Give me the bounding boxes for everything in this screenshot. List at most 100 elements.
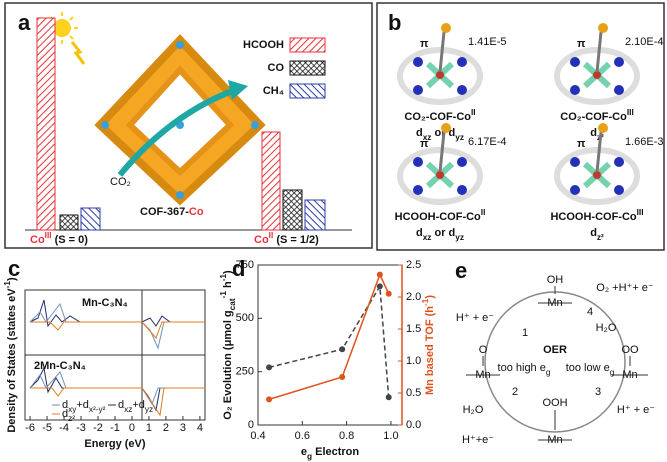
axial-bond	[438, 31, 446, 73]
co-sites	[101, 41, 259, 199]
x-tick-label: -6	[25, 422, 35, 434]
n-atom	[413, 185, 423, 195]
legend-label: dxz+dyz	[118, 399, 153, 414]
series-line	[268, 283, 390, 398]
value-label: 1.66E-3	[625, 136, 664, 148]
dos-curve	[30, 321, 205, 339]
panel-label: d	[232, 256, 245, 281]
text-part: -1	[3, 281, 12, 289]
text-part: too low e	[566, 362, 610, 374]
text-part: (S = 1/2)	[273, 234, 319, 246]
complex	[397, 123, 483, 205]
metal: Mn	[547, 297, 562, 309]
complex	[554, 23, 640, 105]
panel-label: c	[8, 256, 20, 281]
y2-axis-label: Mn based TOF (h-1)	[421, 295, 436, 395]
value-label: 1.41E-5	[468, 36, 507, 48]
text-part: xz	[423, 133, 432, 142]
x-tick-label: 0.4	[250, 430, 265, 442]
n-atom	[570, 185, 580, 195]
metal: Mn	[622, 369, 637, 381]
group-label: CoIII (S = 0)	[30, 231, 88, 246]
ligand-atom	[598, 23, 608, 33]
molecule-label: CO₂	[110, 176, 131, 188]
metal: Mn	[547, 434, 562, 446]
text-part: d	[118, 399, 124, 411]
co-atom	[593, 171, 601, 179]
step-number: 2	[512, 386, 518, 398]
panel-a-art	[4, 2, 373, 249]
legend-label: dxy+dx²-y²	[62, 399, 106, 414]
x-axis-label: eg Electron	[301, 446, 360, 461]
text-part: II	[471, 108, 476, 117]
legend-swatch	[289, 60, 326, 76]
text-part: COF-367-	[140, 206, 189, 218]
y-tick-label: 500	[236, 312, 254, 324]
data-point	[339, 346, 346, 353]
text-part: g	[546, 368, 551, 377]
legend-label: CO	[268, 62, 285, 74]
text-part: +d	[76, 399, 89, 411]
text-part: II	[269, 231, 274, 240]
arrow	[117, 87, 237, 177]
adsorbate: OOH	[542, 397, 567, 409]
bolt	[70, 41, 86, 65]
bar-co	[282, 189, 303, 231]
n-atom	[413, 157, 423, 167]
bond-label: π	[420, 138, 429, 150]
bar-ch4	[304, 199, 326, 231]
text-part: III	[637, 208, 644, 217]
data-point	[385, 290, 392, 297]
n-atom	[614, 85, 624, 95]
panel-label: b	[388, 10, 401, 35]
text-part: h	[222, 281, 234, 291]
dos-curve	[29, 302, 205, 350]
x-tick-label: -2	[93, 422, 103, 434]
metal: Mn	[475, 369, 490, 381]
step-number: 1	[522, 327, 528, 339]
text-part: d	[62, 399, 68, 411]
y2-tick-label: 1.0	[406, 355, 421, 367]
y2-tick-label: 0.0	[406, 419, 421, 431]
text-part: (S = 0)	[52, 234, 89, 246]
legend-swatch	[289, 83, 326, 99]
text-part: z²	[597, 233, 604, 242]
text-part: or d	[431, 227, 455, 239]
text-part: cat	[228, 298, 237, 310]
condition-label: too low eg	[566, 362, 615, 377]
bonds	[482, 286, 631, 430]
x-tick-label: 3	[180, 422, 186, 434]
step-number: 4	[587, 306, 593, 318]
framework-label: COF-367-Co	[140, 206, 204, 218]
orbital-label: dz²	[590, 227, 604, 242]
ligand-atom	[598, 123, 608, 133]
text-part: z²	[68, 414, 75, 423]
text-part: Density of States (states eV	[6, 288, 18, 433]
y-tick-label: 0	[248, 419, 254, 431]
text-part: yz	[455, 233, 464, 242]
data-point	[376, 283, 383, 290]
n-atom	[614, 185, 624, 195]
complex-name: CO₂-COF-CoII	[404, 108, 475, 123]
bond-label: π	[420, 38, 429, 50]
complex	[554, 123, 640, 205]
complex-name: HCOOH-COF-CoII	[395, 208, 486, 223]
bond-label: π	[577, 138, 586, 150]
panel-c-art	[24, 289, 206, 421]
text-part: d	[590, 227, 597, 239]
text-part: III	[45, 231, 52, 240]
panel-b-art	[376, 2, 665, 251]
dos-curve	[29, 299, 205, 328]
text-part: )	[424, 295, 436, 299]
y2-tick-label: 0.5	[406, 387, 421, 399]
legend-swatch	[289, 37, 326, 53]
text-part: III	[627, 108, 634, 117]
text-part: d	[416, 227, 423, 239]
text-part: xy	[68, 405, 77, 414]
n-atom	[570, 157, 580, 167]
text-part: HCOOH-COF-Co	[550, 211, 636, 223]
co-atom	[436, 71, 444, 79]
axial-bond	[595, 131, 603, 173]
x-tick-label: 1.0	[383, 430, 398, 442]
